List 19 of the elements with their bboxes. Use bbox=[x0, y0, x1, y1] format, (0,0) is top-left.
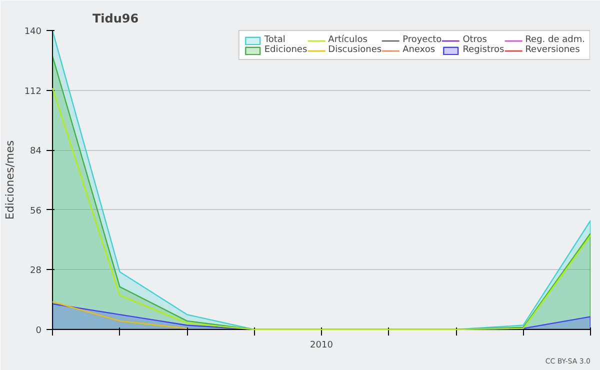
legend-label: Reversiones bbox=[525, 45, 580, 55]
legend-label: Discusiones bbox=[328, 45, 382, 55]
y-tick-label: 56 bbox=[30, 206, 42, 216]
x-tick-label: 2010 bbox=[310, 340, 334, 350]
legend-label: Otros bbox=[462, 35, 487, 45]
legend-label: Total bbox=[264, 35, 286, 45]
legend-label: Registros bbox=[462, 45, 504, 55]
y-axis-title: Ediciones/mes bbox=[3, 140, 16, 220]
y-tick-label: 0 bbox=[36, 326, 42, 336]
y-tick-label: 140 bbox=[24, 27, 42, 37]
legend-label: Anexos bbox=[402, 45, 436, 55]
y-tick-label: 28 bbox=[30, 266, 42, 276]
legend-label: Artículos bbox=[328, 35, 368, 45]
legend-label: Ediciones bbox=[264, 45, 308, 55]
legend-label: Proyecto bbox=[402, 35, 442, 45]
y-tick-label: 84 bbox=[30, 146, 42, 157]
y-tick-label: 112 bbox=[24, 86, 42, 97]
chart-title: Tidu96 bbox=[92, 12, 139, 26]
legend-label: Reg. de adm. bbox=[525, 35, 585, 45]
